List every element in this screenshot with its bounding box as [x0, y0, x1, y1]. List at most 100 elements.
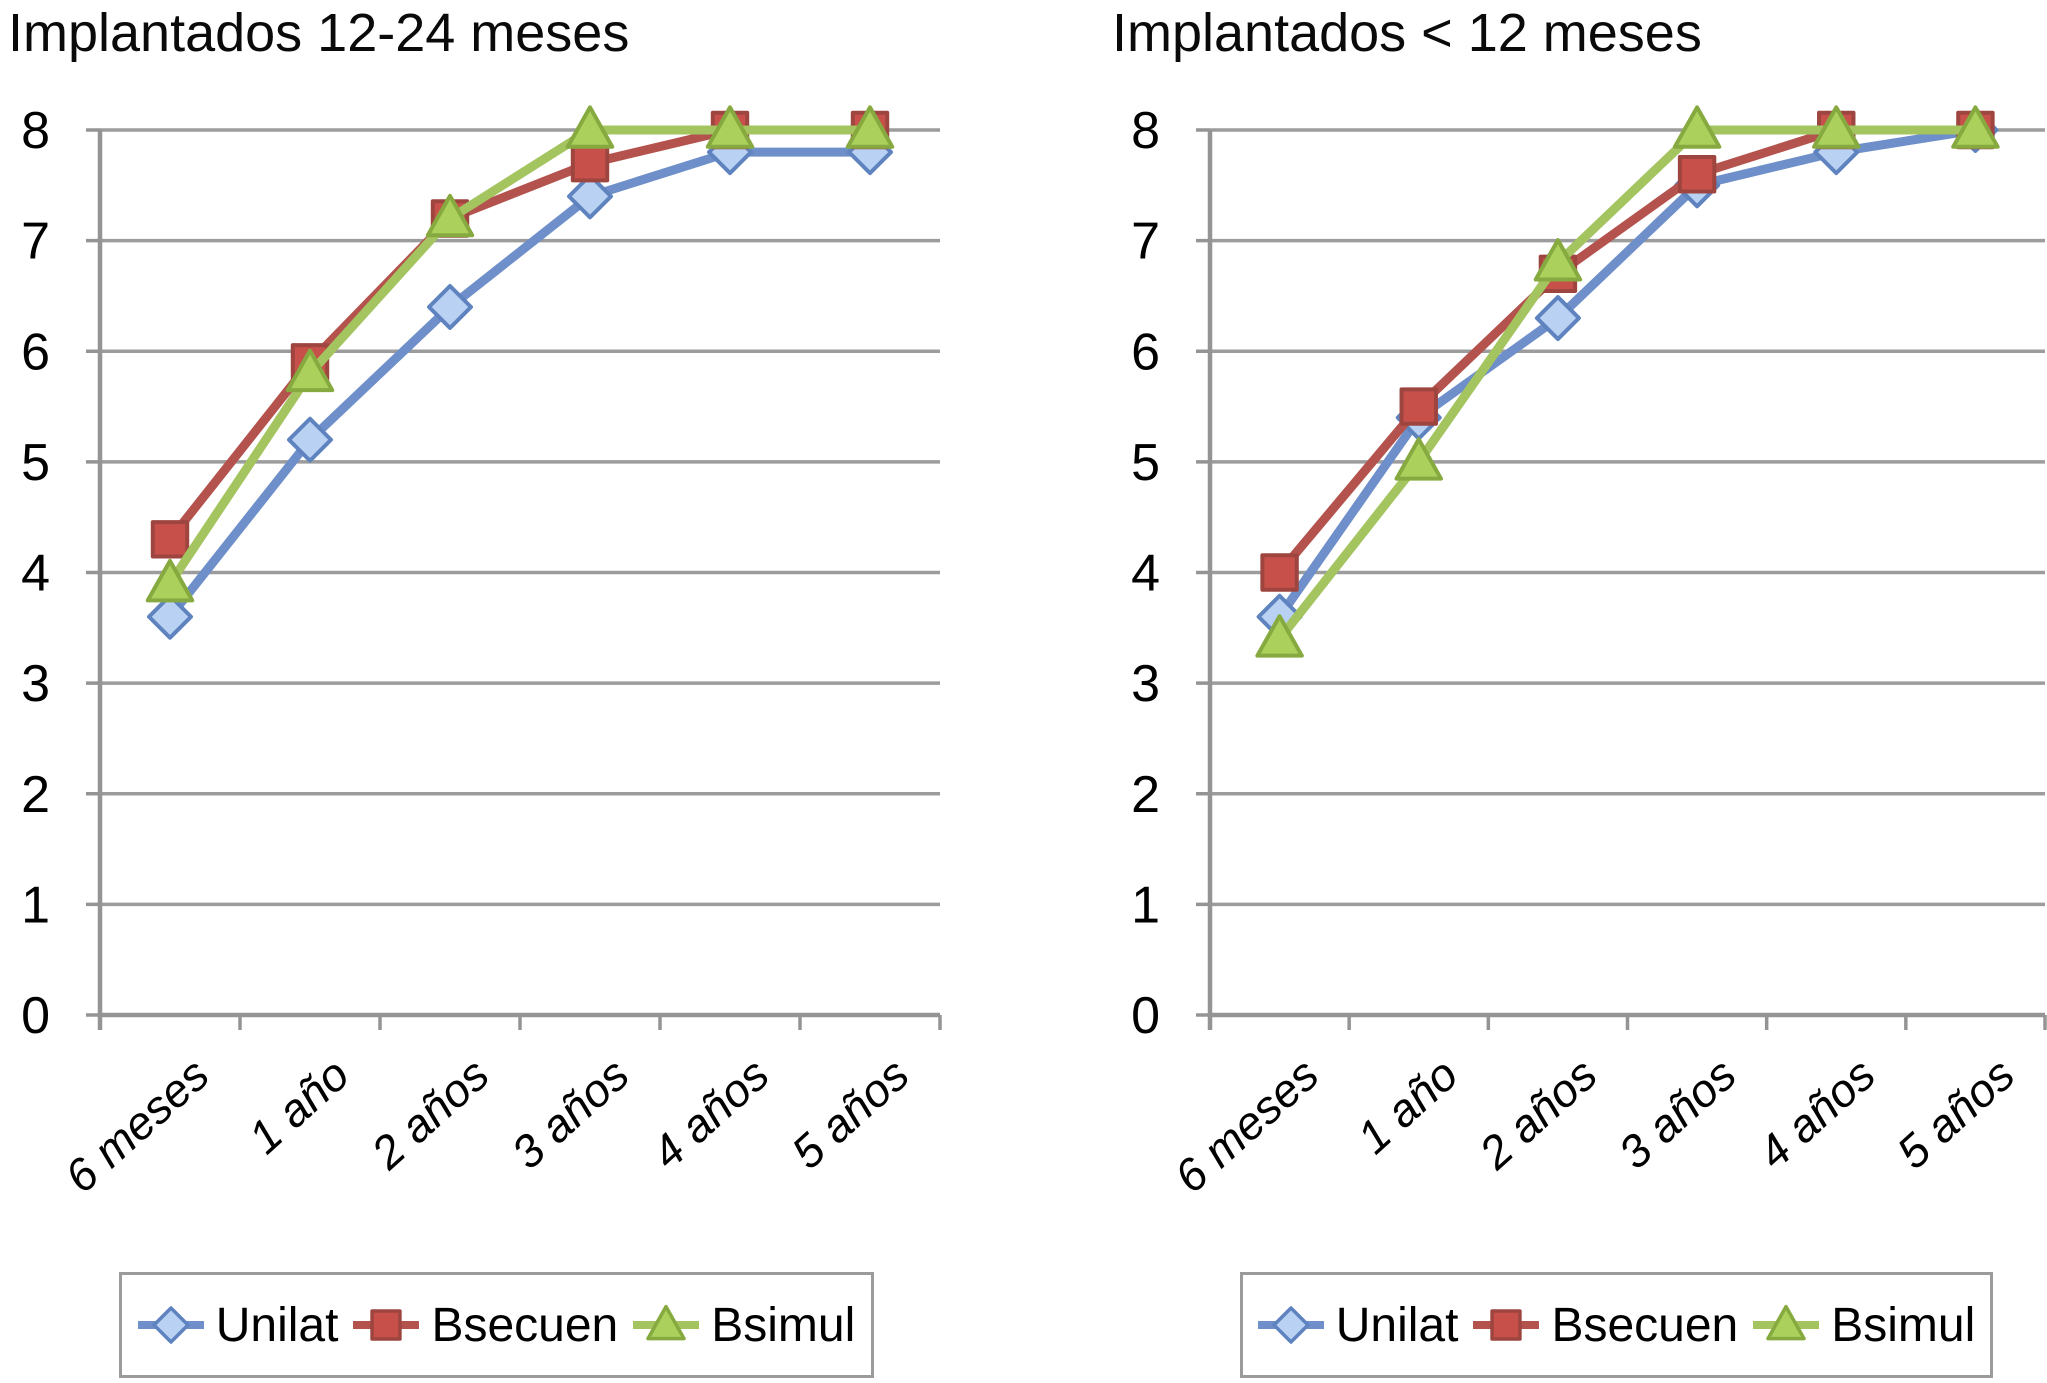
legend-item-bsecuen: Bsecuen — [1473, 1298, 1738, 1353]
y-tick-label: 5 — [1131, 434, 1160, 492]
square-data-point — [150, 520, 190, 559]
y-tick-label: 2 — [1131, 766, 1160, 824]
x-axis-label-text: 1 año — [1347, 1048, 1467, 1164]
legend-marker-bsecuen-icon — [353, 1309, 420, 1341]
y-tick-label: 2 — [21, 766, 50, 824]
y-tick-label: 1 — [21, 876, 50, 934]
x-axis-label: 3 años — [1608, 1048, 1745, 1179]
x-axis-label: 4 años — [641, 1048, 778, 1179]
legend-label-unilat: Unilat — [215, 1298, 339, 1352]
series-line-bsimul — [165, 125, 875, 589]
x-axis-label-text: 3 años — [501, 1048, 638, 1179]
x-axis-label-text: 6 meses — [1164, 1048, 1328, 1203]
x-axis-label-text: 6 meses — [55, 1048, 219, 1203]
x-axis-label: 6 meses — [55, 1048, 219, 1203]
series-line-bsimul — [1275, 125, 1980, 644]
series-bsimul — [1255, 105, 2000, 658]
legend-sample-marker — [370, 1309, 403, 1341]
x-axis-label: 1 año — [1347, 1048, 1467, 1164]
x-axis-label: 5 años — [1887, 1048, 2024, 1179]
y-tick-label: 6 — [21, 323, 50, 381]
x-axis-label: 2 años — [361, 1048, 499, 1180]
y-tick-label: 6 — [1131, 323, 1160, 381]
legend-marker-unilat-icon — [1257, 1306, 1324, 1344]
square-data-point — [570, 143, 610, 183]
triangle-data-point — [285, 348, 335, 393]
y-tick-label: 5 — [21, 434, 50, 492]
legend-marker-bsimul-icon — [1753, 1304, 1820, 1341]
diamond-data-point — [287, 416, 333, 463]
triangle-data-point — [1394, 437, 1444, 481]
y-tick-label: 3 — [1131, 655, 1160, 713]
legend-marker-bsimul-icon — [633, 1304, 700, 1341]
series-unilat — [1256, 107, 1999, 640]
legend-item-bsecuen: Bsecuen — [353, 1298, 618, 1353]
legend-item-unilat: Unilat — [1257, 1298, 1459, 1353]
x-axis-label-text: 4 años — [641, 1048, 778, 1179]
triangle-data-point — [145, 558, 195, 603]
legend-item-unilat: Unilat — [137, 1298, 339, 1353]
x-axis-label: 1 año — [238, 1048, 358, 1164]
series-line-unilat — [165, 147, 875, 622]
series-line-unilat — [1275, 125, 1980, 622]
y-tick-label: 8 — [1131, 102, 1160, 160]
triangle-data-point — [1811, 105, 1861, 149]
x-axis-label-text: 2 años — [361, 1048, 499, 1180]
x-axis-label-text: 4 años — [1747, 1048, 1884, 1179]
legend-sample-marker — [151, 1306, 190, 1344]
legend-label-bsecuen: Bsecuen — [431, 1298, 619, 1352]
x-axis-label-text: 3 años — [1608, 1048, 1745, 1179]
x-axis-label: 5 años — [781, 1048, 918, 1179]
legend-label-bsimul: Bsimul — [1831, 1298, 1976, 1352]
legend-item-bsimul: Bsimul — [633, 1298, 855, 1353]
triangle-data-point — [1533, 238, 1583, 282]
diamond-data-point — [147, 593, 193, 640]
legend-sample-marker — [1766, 1304, 1807, 1341]
x-axis-label-text: 1 año — [238, 1048, 358, 1164]
triangle-data-point — [845, 105, 895, 149]
legend-item-bsimul: Bsimul — [1753, 1298, 1975, 1353]
y-tick-label: 7 — [1131, 213, 1160, 271]
legend-sample-marker — [646, 1304, 687, 1341]
legend-left: Unilat Bsecuen Bsimul — [119, 1272, 874, 1378]
x-axis-label-text: 5 años — [1887, 1048, 2024, 1179]
y-tick-label: 3 — [21, 655, 50, 713]
x-axis-label: 3 años — [501, 1048, 638, 1179]
legend-sample-marker — [1271, 1306, 1310, 1344]
triangle-data-point — [1951, 105, 2000, 149]
series-bsimul — [145, 105, 895, 603]
triangle-data-point — [1255, 614, 1304, 658]
y-tick-label: 0 — [21, 987, 50, 1045]
legend-right: Unilat Bsecuen Bsimul — [1240, 1272, 1993, 1378]
plot-area-right: 0 1 2 3 4 5 6 7 8 6 meses 1 año 2 años 3 años 4 años 5… — [1131, 102, 2047, 1203]
x-axis-label: 2 años — [1468, 1048, 1606, 1180]
diamond-data-point — [427, 284, 473, 330]
y-tick-label: 1 — [1131, 876, 1160, 934]
legend-label-bsecuen: Bsecuen — [1551, 1298, 1739, 1352]
triangle-data-point — [705, 105, 755, 149]
legend-label-bsimul: Bsimul — [711, 1298, 856, 1352]
square-data-point — [1260, 553, 1299, 592]
triangle-data-point — [1672, 105, 1722, 149]
legend-sample-marker — [1490, 1309, 1523, 1341]
y-tick-label: 8 — [21, 102, 50, 160]
series-unilat — [147, 129, 893, 640]
y-tick-label: 4 — [1131, 545, 1160, 603]
legend-label-unilat: Unilat — [1335, 1298, 1459, 1352]
x-axis-label-text: 2 años — [1468, 1048, 1606, 1180]
diamond-data-point — [1534, 295, 1581, 342]
triangle-data-point — [565, 105, 615, 149]
x-axis-label: 6 meses — [1164, 1048, 1328, 1203]
plot-area-left: 0 1 2 3 4 5 6 7 8 6 meses 1 año 2 años 3 años 4 años 5… — [21, 102, 942, 1203]
square-data-point — [1399, 387, 1438, 426]
y-tick-label: 4 — [21, 545, 50, 603]
x-axis-label: 4 años — [1747, 1048, 1884, 1179]
triangle-data-point — [425, 193, 475, 238]
chart-title-right: Implantados < 12 meses — [1112, 3, 1702, 63]
legend-marker-bsecuen-icon — [1473, 1309, 1540, 1341]
legend-marker-unilat-icon — [137, 1306, 204, 1344]
diamond-data-point — [567, 173, 613, 220]
y-tick-label: 7 — [21, 213, 50, 271]
y-tick-label: 0 — [1131, 987, 1160, 1045]
